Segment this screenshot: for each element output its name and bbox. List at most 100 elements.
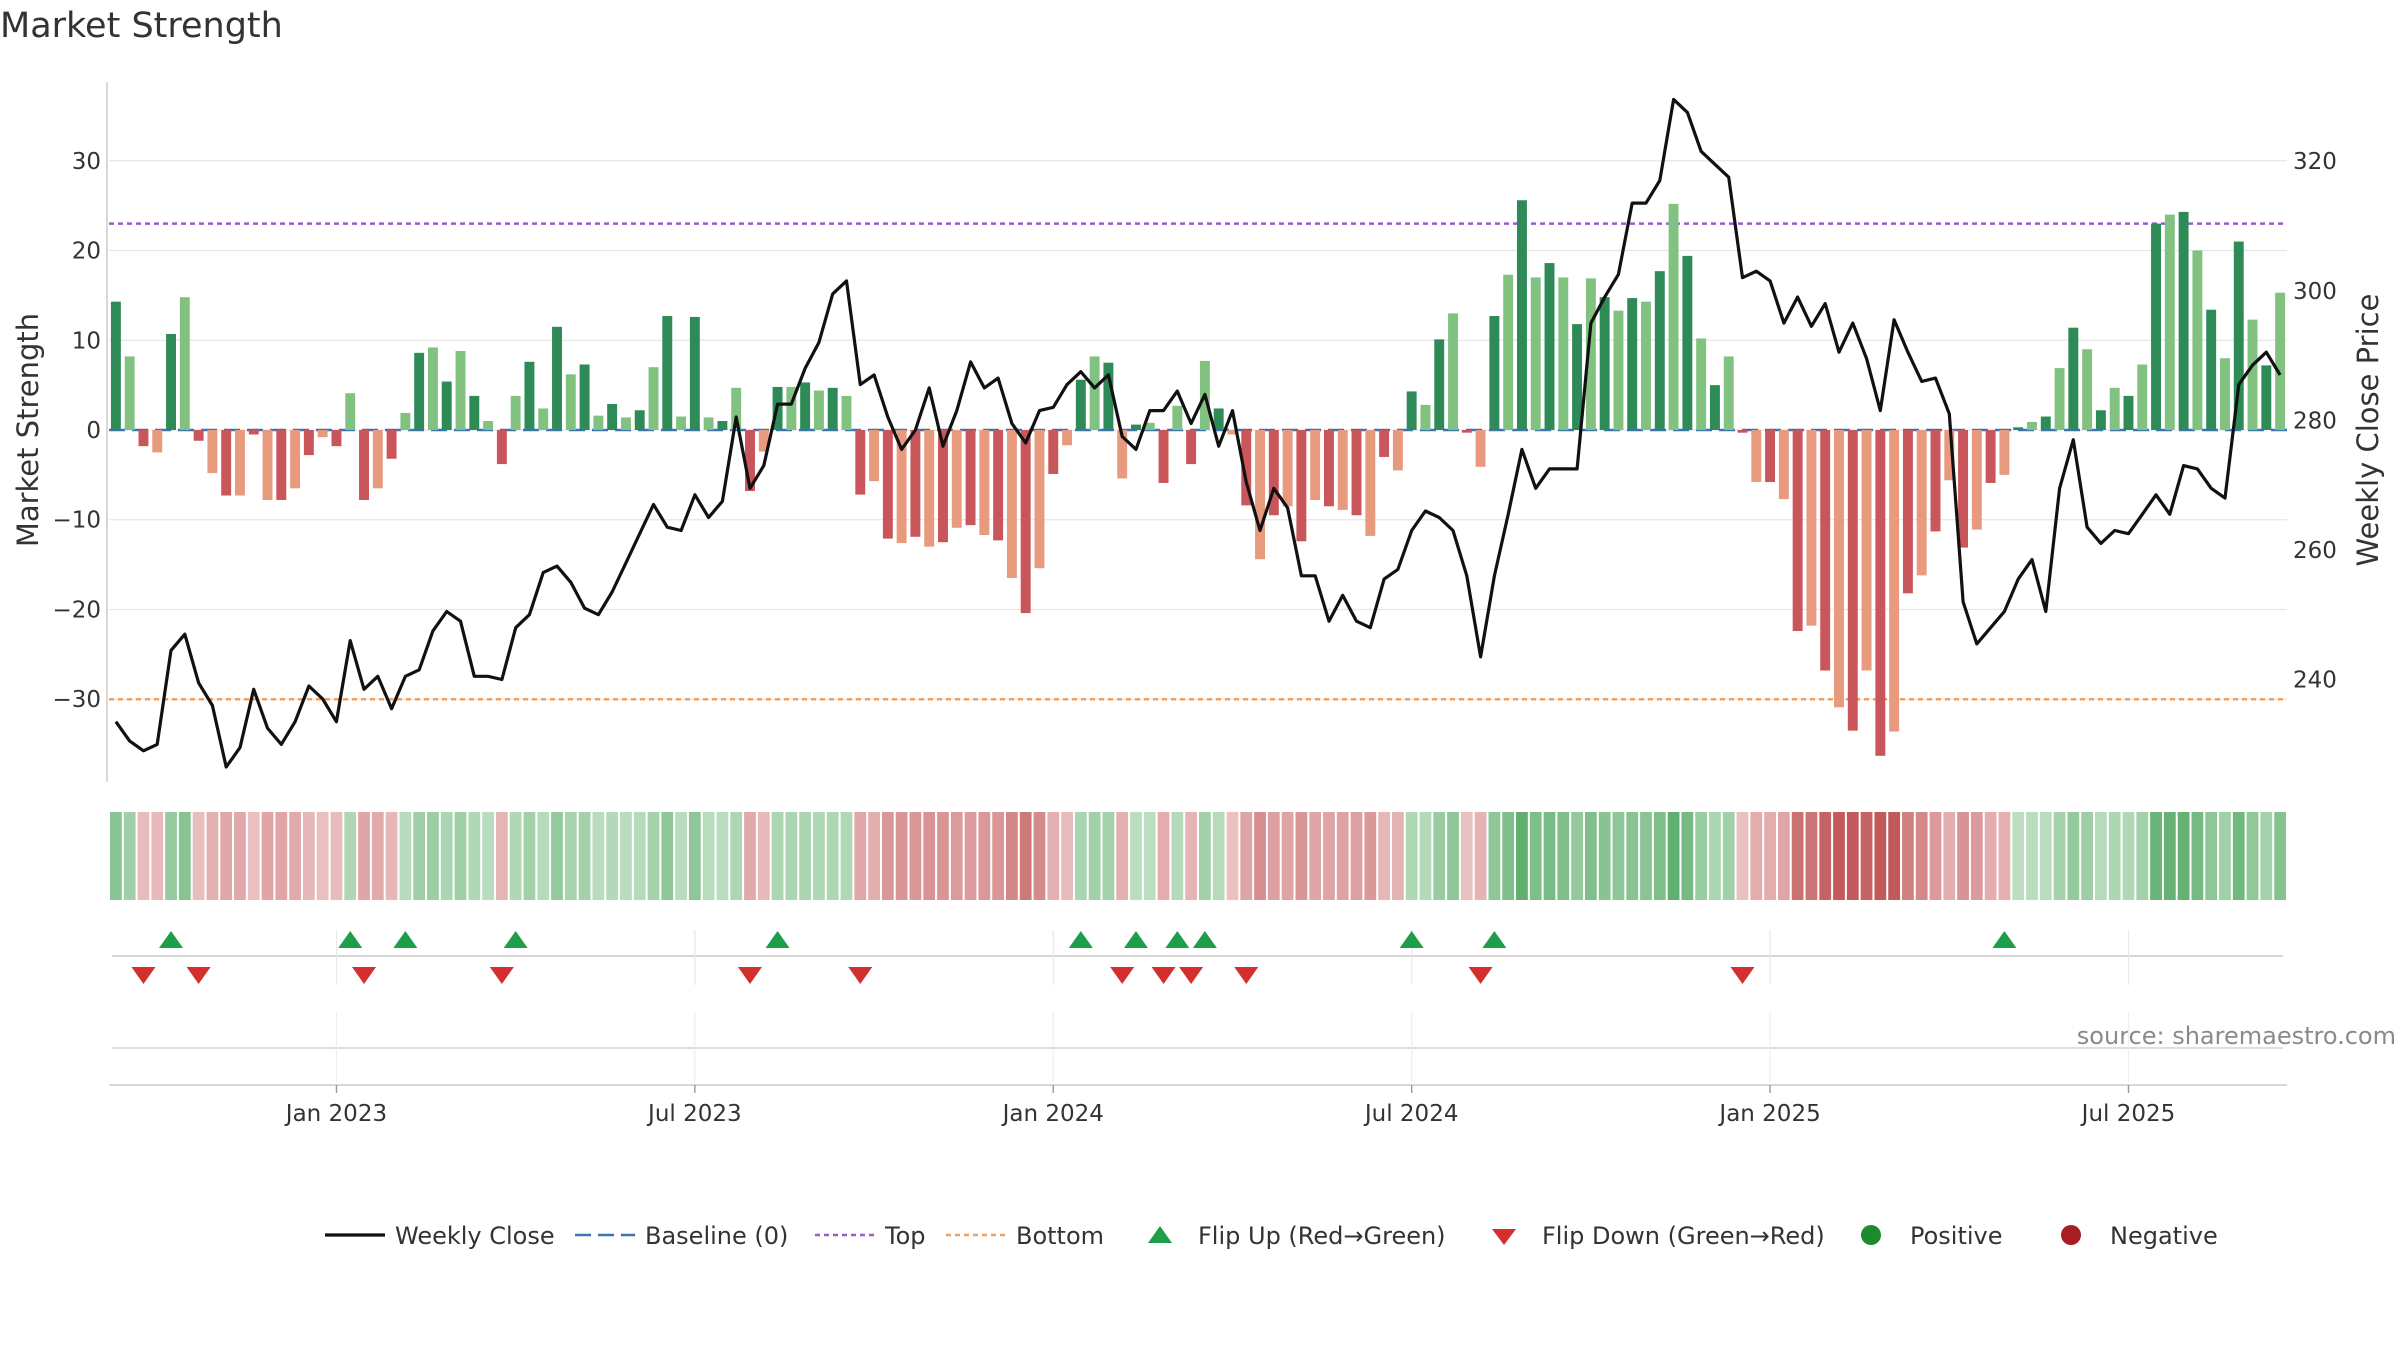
strength-bar <box>510 395 521 430</box>
strength-bar <box>1861 430 1872 671</box>
strength-bar <box>234 430 245 496</box>
strength-bar <box>1089 356 1100 430</box>
strength-bar <box>262 430 273 500</box>
band-cell <box>881 812 894 900</box>
y-axis-title-left: Market Strength <box>11 313 45 547</box>
strength-bar <box>979 430 990 535</box>
flip-up-marker <box>338 931 363 948</box>
strength-bar <box>1158 430 1169 483</box>
band-cell <box>468 812 481 900</box>
strength-bar <box>648 367 659 430</box>
flip-down-marker <box>1234 967 1259 984</box>
legend-label: Negative <box>2110 1222 2218 1250</box>
strength-bar <box>2261 365 2272 430</box>
strength-bar <box>455 351 466 430</box>
band-cell <box>1474 812 1487 900</box>
band-cell <box>537 812 550 900</box>
flip-up-marker <box>503 931 528 948</box>
y-tick-left: 0 <box>86 418 101 444</box>
band-cell <box>826 812 839 900</box>
legend-item-flip-down: Flip Down (Green→Red) <box>1492 1222 1825 1250</box>
band-cell <box>1929 812 1942 900</box>
strength-bar <box>2192 250 2203 430</box>
strength-bar <box>166 333 176 430</box>
band-cell <box>2067 812 2080 900</box>
flip-down-marker <box>489 967 514 984</box>
band-cell <box>427 812 439 900</box>
strength-bar <box>1144 422 1155 430</box>
strength-bar <box>317 430 328 438</box>
strength-bar <box>1654 271 1665 430</box>
strength-bar <box>1585 278 1596 430</box>
band-cell <box>523 812 536 900</box>
legend-label: Top <box>884 1222 926 1250</box>
strength-bar <box>565 374 576 430</box>
band-cell <box>923 812 936 900</box>
band-cell <box>1047 812 1060 900</box>
strength-bar <box>2095 410 2106 430</box>
band-cell <box>785 812 798 900</box>
band-cell <box>2177 812 2190 900</box>
strength-bar <box>1751 430 1762 483</box>
band-cell <box>385 812 398 900</box>
strength-bar <box>1875 430 1886 756</box>
strength-bar <box>1241 430 1252 506</box>
band-cell <box>1006 812 1018 900</box>
band-cell <box>564 812 577 900</box>
band-cell <box>1130 812 1142 900</box>
strength-bar <box>1048 430 1059 474</box>
legend-item-negative: Negative <box>2061 1222 2218 1250</box>
strength-bar <box>1392 430 1403 471</box>
legend-item-close: Weekly Close <box>325 1222 555 1250</box>
strength-bar <box>1448 313 1458 430</box>
band-cell <box>1722 812 1735 900</box>
band-cell <box>688 812 701 900</box>
strength-bar <box>2054 368 2065 430</box>
chart-title: Market Strength <box>0 6 283 46</box>
strength-bar <box>1131 424 1141 430</box>
band-cell <box>1860 812 1873 900</box>
band-cell <box>1557 812 1570 900</box>
band-cell <box>1984 812 1997 900</box>
band-cell <box>2246 812 2259 900</box>
band-cell <box>909 812 922 900</box>
strength-bar <box>938 430 948 543</box>
axes: 30 20 10 0 −10 −20 −30 240 260 280 300 320 Market St… <box>11 82 2385 782</box>
strength-bar <box>1958 430 1969 548</box>
flip-up-marker <box>1482 931 1507 948</box>
band-cell <box>178 812 191 900</box>
strength-bar <box>689 316 700 430</box>
band-cell <box>854 812 867 900</box>
strength-bar <box>2137 364 2148 430</box>
band-cell <box>1846 812 1859 900</box>
strength-bar <box>993 430 1004 541</box>
band-cell <box>799 812 812 900</box>
strength-bar <box>951 430 962 528</box>
band-cell <box>1061 812 1073 900</box>
band-cell <box>1584 812 1597 900</box>
band-cell <box>964 812 977 900</box>
band-cell <box>206 812 219 900</box>
strength-bar <box>2164 214 2175 430</box>
y-tick-right: 260 <box>2293 538 2337 564</box>
band-cell <box>633 812 646 900</box>
band-cell <box>1240 812 1253 900</box>
y-tick-left: −10 <box>52 508 101 534</box>
band-cell <box>1764 812 1776 900</box>
band-cell <box>2026 812 2038 900</box>
band-cell <box>1267 812 1280 900</box>
band-cell <box>1833 812 1845 900</box>
strength-bar <box>1778 430 1789 500</box>
strength-bar <box>483 421 494 430</box>
strength-bar <box>400 412 411 430</box>
strength-bar <box>2040 416 2051 430</box>
flip-down-marker <box>186 967 211 984</box>
strength-bar <box>1172 405 1183 430</box>
band-cell <box>757 812 770 900</box>
strength-bar <box>1889 430 1900 732</box>
y-tick-right: 320 <box>2293 149 2337 175</box>
strength-bar <box>607 403 618 430</box>
band-cell <box>2191 812 2204 900</box>
strength-bar <box>676 416 687 430</box>
